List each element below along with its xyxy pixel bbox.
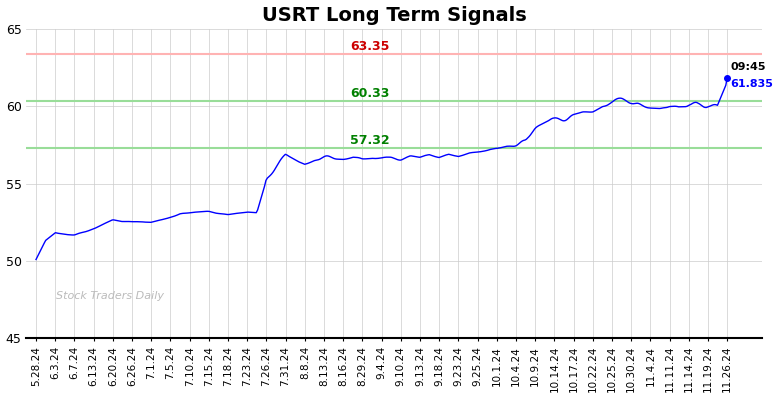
Text: Stock Traders Daily: Stock Traders Daily: [56, 291, 164, 301]
Text: 60.33: 60.33: [350, 88, 390, 100]
Text: 61.835: 61.835: [730, 80, 773, 90]
Text: 57.32: 57.32: [350, 134, 390, 147]
Text: 63.35: 63.35: [350, 40, 390, 53]
Title: USRT Long Term Signals: USRT Long Term Signals: [262, 6, 527, 25]
Text: 09:45: 09:45: [730, 62, 765, 72]
